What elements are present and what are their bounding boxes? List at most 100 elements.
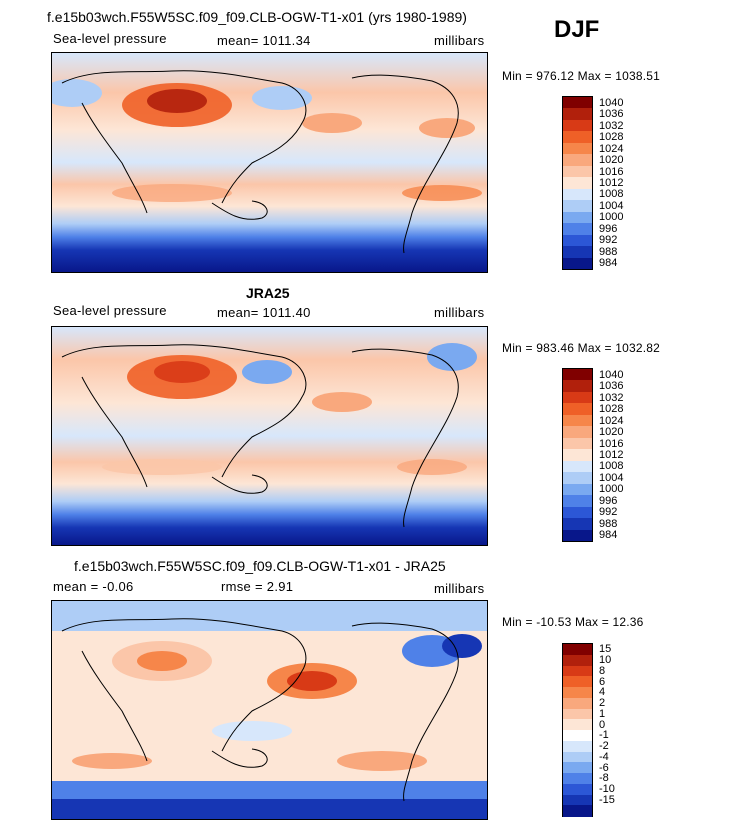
colorbar-swatch — [563, 751, 592, 763]
colorbar-swatch — [563, 697, 592, 709]
panel-model-variable-label: Sea-level pressure — [53, 31, 167, 46]
colorbar-swatch — [563, 437, 592, 450]
colorbar-tick-label: -8 — [599, 772, 609, 785]
panel-obs-title: JRA25 — [246, 285, 290, 301]
colorbar-tick-label: 10 — [599, 654, 612, 667]
colorbar-swatch — [563, 211, 592, 224]
colorbar-swatch — [563, 403, 592, 416]
panel-diff-minmax: Min = -10.53 Max = 12.36 — [502, 615, 644, 629]
colorbar-tick-label: 6 — [599, 675, 606, 688]
panel-diff-title: f.e15b03wch.F55W5SC.f09_f09.CLB-OGW-T1-x… — [74, 558, 446, 574]
colorbar-swatch — [563, 177, 592, 190]
panel-model-map-graphic — [52, 53, 487, 272]
colorbar-swatch — [563, 805, 592, 817]
panel-model-mean-label: mean= 1011.34 — [217, 33, 311, 48]
panel-obs-colorbar: 1040 1036 1032 1028 1024 1020 1016 1012 1008 1004… — [562, 368, 623, 542]
colorbar-tick-label: 1 — [599, 707, 606, 720]
colorbar-tick-label: 992 — [599, 506, 618, 519]
colorbar-tick-label: 1016 — [599, 437, 624, 450]
colorbar-tick-label: 996 — [599, 494, 618, 507]
colorbar-tick-label: 988 — [599, 517, 618, 530]
colorbar-tick-label: 984 — [599, 529, 618, 542]
colorbar-tick-label: -6 — [599, 761, 609, 774]
colorbar-swatch — [563, 773, 592, 785]
colorbar-tick-label: 1024 — [599, 414, 624, 427]
colorbar-swatch — [563, 495, 592, 508]
season-label: DJF — [554, 16, 600, 43]
colorbar-tick-label: 1040 — [599, 368, 624, 381]
panel-obs-minmax: Min = 983.46 Max = 1032.82 — [502, 341, 660, 355]
colorbar-swatch — [563, 460, 592, 473]
colorbar-swatch — [563, 142, 592, 155]
colorbar-tick-label: 1020 — [599, 154, 624, 167]
colorbar-tick-label: 1000 — [599, 483, 624, 496]
colorbar-swatch — [563, 119, 592, 132]
colorbar-tick-label: 1008 — [599, 188, 624, 201]
panel-diff-map-graphic — [52, 601, 487, 819]
panel-diff-rmse-label: rmse = 2.91 — [221, 579, 294, 594]
colorbar-tick-label: 1004 — [599, 471, 624, 484]
colorbar-tick-label: 1004 — [599, 199, 624, 212]
colorbar-swatch — [563, 154, 592, 167]
colorbar-tick-label: -10 — [599, 783, 615, 796]
colorbar-swatch — [563, 246, 592, 259]
colorbar-swatch — [563, 483, 592, 496]
colorbar-swatch — [563, 783, 592, 795]
colorbar-tick-label: 1032 — [599, 119, 624, 132]
colorbar-swatch — [563, 719, 592, 731]
colorbar-swatch — [563, 708, 592, 720]
panel-diff-colorbar: 15 10 8 6 4 2 1 0 -1 -2 -4 -6 -8 -10 -15 — [562, 643, 615, 817]
colorbar-tick-label: -1 — [599, 729, 609, 742]
colorbar-swatch — [563, 644, 592, 656]
panel-diff-mean-label: mean = -0.06 — [53, 579, 134, 594]
colorbar-tick-label: -15 — [599, 793, 615, 806]
colorbar-tick-label: -2 — [599, 740, 609, 753]
colorbar-tick-label: 2 — [599, 697, 606, 710]
colorbar-tick-label: 984 — [599, 257, 618, 270]
colorbar-tick-label: 1028 — [599, 131, 624, 144]
colorbar-tick-label: 4 — [599, 686, 606, 699]
panel-obs-mean-label: mean= 1011.40 — [217, 305, 311, 320]
colorbar-swatch — [563, 380, 592, 393]
colorbar-swatch — [563, 369, 592, 381]
colorbar-tick-label: 988 — [599, 245, 618, 258]
colorbar-tick-label: 1008 — [599, 460, 624, 473]
colorbar-tick-label: 15 — [599, 643, 612, 656]
colorbar-tick-label: 1032 — [599, 391, 624, 404]
colorbar-tick-label: 8 — [599, 664, 606, 677]
colorbar-swatch — [563, 676, 592, 688]
panel-model-minmax: Min = 976.12 Max = 1038.51 — [502, 69, 660, 83]
colorbar-swatch — [563, 188, 592, 201]
colorbar-swatch — [563, 449, 592, 462]
colorbar-tick-label: 1012 — [599, 449, 624, 461]
colorbar-swatch — [563, 223, 592, 236]
panel-model-title: f.e15b03wch.F55W5SC.f09_f09.CLB-OGW-T1-x… — [47, 9, 467, 25]
colorbar-tick-label: 0 — [599, 718, 606, 731]
panel-diff-map — [51, 600, 488, 820]
panel-model-map — [51, 52, 488, 273]
panel-obs-units-label: millibars — [434, 305, 485, 320]
colorbar-swatch — [563, 165, 592, 178]
panel-obs-variable-label: Sea-level pressure — [53, 303, 167, 318]
colorbar-swatch — [563, 740, 592, 752]
colorbar-swatch — [563, 762, 592, 774]
colorbar-swatch — [563, 730, 592, 742]
colorbar-tick-label: 1020 — [599, 426, 624, 439]
colorbar-tick-label: 1036 — [599, 108, 624, 121]
colorbar-tick-label: 996 — [599, 222, 618, 235]
colorbar-swatch — [563, 794, 592, 806]
colorbar-tick-label: 1012 — [599, 177, 624, 189]
colorbar-swatch — [563, 257, 592, 270]
colorbar-tick-label: 1040 — [599, 96, 624, 109]
colorbar-swatch — [563, 200, 592, 213]
colorbar-swatch — [563, 665, 592, 677]
colorbar-tick-label: 1024 — [599, 142, 624, 155]
colorbar-tick-label: 1000 — [599, 211, 624, 224]
colorbar-tick-label: 992 — [599, 234, 618, 247]
colorbar-swatch — [563, 391, 592, 404]
colorbar-tick-label: 1036 — [599, 380, 624, 393]
panel-diff-units-label: millibars — [434, 581, 485, 596]
colorbar-swatch — [563, 518, 592, 531]
colorbar-swatch — [563, 414, 592, 427]
panel-obs-map-graphic — [52, 327, 487, 545]
